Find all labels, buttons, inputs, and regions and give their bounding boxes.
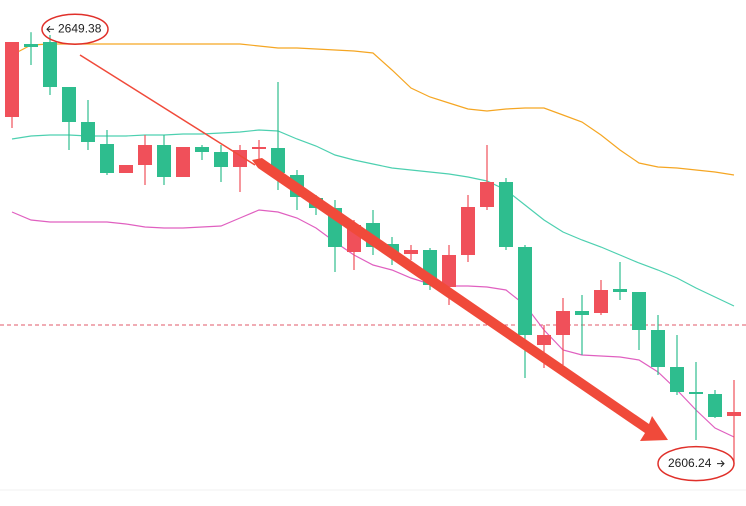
candle-body bbox=[632, 292, 646, 330]
candle-body bbox=[480, 182, 494, 207]
candle-body bbox=[214, 152, 228, 167]
candle-body bbox=[5, 42, 19, 117]
highlight-circle bbox=[41, 13, 109, 45]
candle-body bbox=[81, 122, 95, 142]
arrow-right-icon bbox=[717, 460, 725, 467]
candle-body bbox=[708, 394, 722, 417]
candle-body bbox=[727, 412, 741, 416]
trend-arrow bbox=[79, 54, 668, 441]
candle-body bbox=[43, 42, 57, 87]
labels: 2649.38 2606.24 bbox=[41, 13, 735, 482]
candle-body bbox=[594, 290, 608, 313]
candle-body bbox=[24, 44, 38, 47]
candle-body bbox=[138, 145, 152, 165]
candle-body bbox=[62, 87, 76, 122]
band-line bbox=[11, 43, 735, 176]
candle-body bbox=[176, 147, 190, 177]
arrow-left-icon bbox=[46, 25, 54, 33]
candle-body bbox=[575, 311, 589, 315]
candle-body bbox=[689, 392, 703, 394]
candle-body bbox=[404, 250, 418, 254]
band-line bbox=[11, 129, 735, 307]
candle-body bbox=[461, 207, 475, 255]
candle-body bbox=[119, 165, 133, 173]
candle-body bbox=[613, 289, 627, 292]
candle-body bbox=[252, 147, 266, 149]
band-line bbox=[11, 209, 735, 438]
candle-body bbox=[499, 182, 513, 247]
candle-body bbox=[442, 255, 456, 287]
candle-body bbox=[537, 335, 551, 345]
candle-body bbox=[157, 145, 171, 177]
candle-body bbox=[100, 144, 114, 173]
low-label: 2606.24 bbox=[668, 456, 712, 470]
highlight-circle bbox=[657, 445, 735, 482]
candle-body bbox=[518, 247, 532, 335]
candle-body bbox=[195, 147, 209, 152]
bands bbox=[0, 43, 746, 438]
high-label: 2649.38 bbox=[58, 21, 102, 35]
trend-arrow-body bbox=[252, 158, 668, 441]
candle-body bbox=[556, 311, 570, 335]
candle-body bbox=[670, 367, 684, 392]
trend-arrow-thin bbox=[79, 54, 256, 166]
candle-body bbox=[651, 330, 665, 367]
